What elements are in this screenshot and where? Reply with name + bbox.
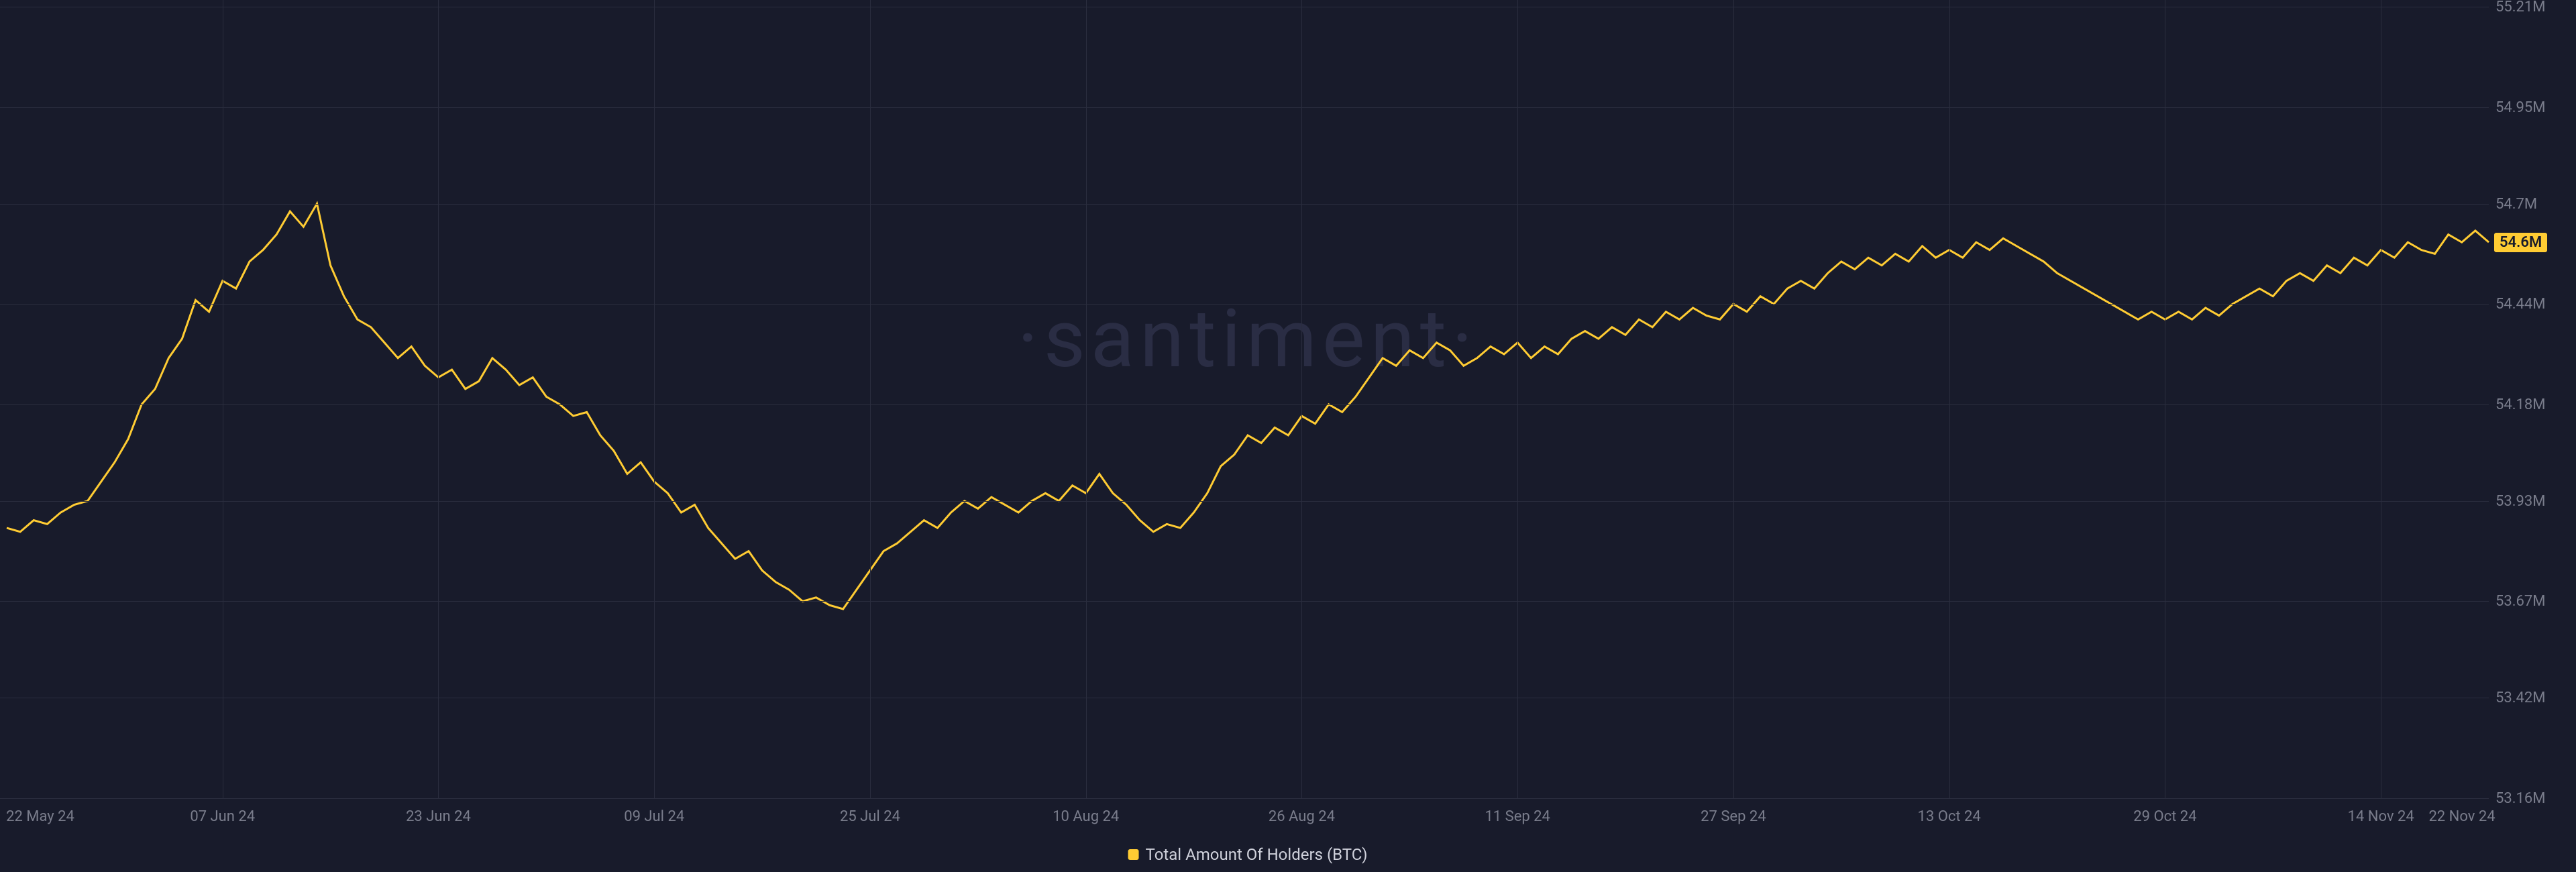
grid-line-h <box>0 798 2489 799</box>
grid-line-v <box>1086 0 1087 798</box>
y-tick-label: 53.42M <box>2496 690 2545 706</box>
y-tick-label: 53.16M <box>2496 790 2545 807</box>
x-tick-label: 25 Jul 24 <box>840 808 900 825</box>
y-tick-label: 53.67M <box>2496 593 2545 610</box>
grid-line-v <box>1733 0 1734 798</box>
x-tick-label: 22 May 24 <box>6 808 74 825</box>
legend-swatch-icon <box>1128 849 1139 860</box>
grid-line-h <box>0 304 2489 305</box>
current-value-badge: 54.6M <box>2494 233 2547 252</box>
grid-line-v <box>870 0 871 798</box>
grid-line-v <box>1301 0 1302 798</box>
y-tick-label: 53.93M <box>2496 493 2545 510</box>
x-tick-label: 23 Jun 24 <box>406 808 471 825</box>
series-line <box>7 204 2489 609</box>
x-tick-label: 13 Oct 24 <box>1918 808 1981 825</box>
grid-line-v <box>654 0 655 798</box>
y-tick-label: 55.21M <box>2496 0 2545 15</box>
grid-line-h <box>0 501 2489 502</box>
y-tick-label: 54.18M <box>2496 396 2545 413</box>
grid-line-v <box>1949 0 1950 798</box>
x-tick-label: 11 Sep 24 <box>1485 808 1550 825</box>
holders-chart: ·santiment· 55.21M54.95M54.7M54.44M54.18… <box>0 0 2576 872</box>
x-tick-label: 14 Nov 24 <box>2348 808 2414 825</box>
grid-line-h <box>0 107 2489 108</box>
x-tick-label: 10 Aug 24 <box>1053 808 1119 825</box>
x-tick-label: 07 Jun 24 <box>190 808 255 825</box>
y-tick-label: 54.7M <box>2496 196 2537 213</box>
grid-line-h <box>0 404 2489 405</box>
y-tick-label: 54.44M <box>2496 296 2545 313</box>
legend-label: Total Amount Of Holders (BTC) <box>1146 845 1368 864</box>
grid-line-h <box>0 601 2489 602</box>
grid-line-h <box>0 204 2489 205</box>
x-tick-label: 29 Oct 24 <box>2133 808 2196 825</box>
grid-line-v <box>1517 0 1518 798</box>
x-tick-label: 27 Sep 24 <box>1701 808 1766 825</box>
y-tick-label: 54.95M <box>2496 99 2545 116</box>
chart-svg <box>0 0 2489 798</box>
x-tick-label: 22 Nov 24 <box>2428 808 2495 825</box>
grid-line-v <box>438 0 439 798</box>
x-tick-label: 09 Jul 24 <box>624 808 684 825</box>
legend: Total Amount Of Holders (BTC) <box>1128 845 1368 864</box>
x-tick-label: 26 Aug 24 <box>1269 808 1335 825</box>
